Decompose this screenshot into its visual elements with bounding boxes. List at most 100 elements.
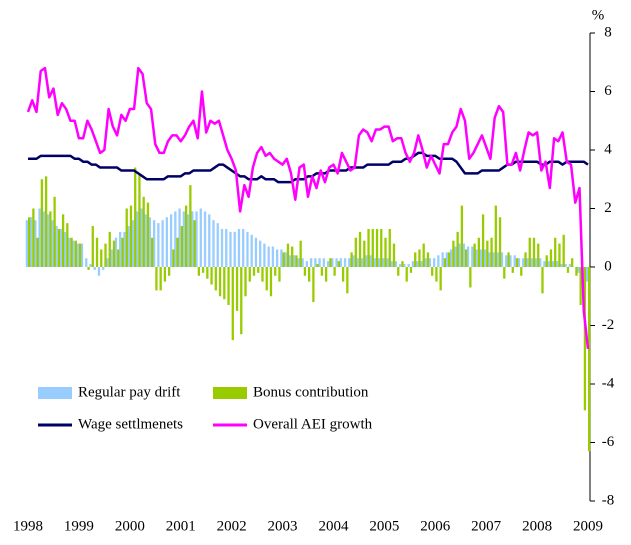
bar	[399, 264, 402, 267]
bar	[189, 185, 192, 267]
bar	[416, 261, 419, 267]
line	[28, 151, 589, 184]
bar	[397, 267, 400, 276]
bar	[547, 261, 550, 267]
bar	[229, 231, 232, 267]
bar	[341, 267, 345, 282]
bar	[218, 267, 222, 297]
bar	[121, 237, 124, 267]
legend-label: Regular pay drift	[78, 384, 181, 400]
bar	[32, 208, 35, 267]
bar	[471, 246, 474, 267]
bar	[541, 267, 544, 294]
bar	[382, 258, 385, 267]
bar	[486, 240, 489, 267]
bar	[414, 252, 417, 267]
bar	[246, 231, 249, 267]
bar	[488, 252, 491, 267]
bar	[350, 252, 353, 267]
bar	[316, 264, 319, 267]
bar	[252, 267, 256, 276]
bar	[507, 252, 510, 267]
bar	[152, 220, 156, 267]
bar	[53, 196, 56, 267]
bar	[469, 267, 472, 288]
bar	[108, 231, 111, 267]
y-tick-label: 8	[604, 24, 612, 40]
bar	[233, 231, 236, 267]
bar	[140, 208, 143, 267]
x-tick-label: 1999	[64, 518, 94, 534]
bar	[117, 249, 120, 267]
bar	[303, 267, 307, 276]
bar	[242, 228, 245, 267]
bar	[309, 258, 313, 267]
bar	[358, 231, 362, 267]
legend-label: Bonus contribution	[253, 384, 369, 400]
bar	[201, 267, 205, 273]
bar	[432, 258, 436, 267]
bar	[384, 237, 387, 267]
bar	[585, 267, 588, 282]
bar	[102, 267, 105, 270]
bar	[422, 243, 425, 267]
bar	[100, 249, 103, 267]
bar	[265, 267, 268, 291]
bar	[337, 261, 340, 267]
bar	[369, 255, 372, 267]
bar	[178, 208, 181, 267]
bar	[498, 217, 502, 267]
bar	[377, 258, 381, 267]
bar	[85, 258, 88, 267]
bar	[182, 211, 185, 267]
x-tick-label: 2004	[318, 518, 349, 534]
bar	[220, 228, 224, 267]
bar	[148, 217, 152, 267]
bar	[524, 252, 527, 267]
bar	[134, 167, 137, 267]
bar	[106, 258, 109, 267]
bar	[276, 249, 279, 267]
y-axis-label: %	[592, 7, 605, 23]
bar	[248, 267, 251, 282]
bar	[206, 267, 209, 279]
bar	[324, 267, 328, 282]
bar	[193, 220, 196, 267]
bar	[558, 243, 561, 267]
bar	[568, 264, 572, 267]
bar	[545, 255, 548, 267]
bar	[549, 249, 553, 267]
bar	[360, 258, 364, 267]
bar	[441, 252, 444, 267]
bar	[354, 237, 357, 267]
bar	[460, 205, 464, 267]
bar	[95, 237, 99, 267]
bar	[87, 267, 90, 270]
bar	[191, 211, 194, 267]
bar	[562, 234, 565, 267]
bar	[186, 214, 190, 267]
bar	[151, 237, 154, 267]
legend-label: Wage settlmenets	[78, 416, 183, 432]
bar	[199, 208, 202, 267]
bar	[526, 258, 529, 267]
y-tick-label: -6	[602, 434, 615, 450]
bar	[445, 252, 448, 267]
bar	[286, 243, 290, 267]
bar	[259, 240, 262, 267]
bar	[29, 217, 33, 267]
bar	[458, 243, 461, 267]
bar	[579, 267, 582, 306]
bar	[36, 237, 39, 267]
bar	[231, 267, 234, 341]
bar	[534, 258, 538, 267]
bar	[138, 173, 141, 267]
legend-label: Overall AEI growth	[253, 416, 373, 432]
bar	[119, 231, 122, 267]
y-tick-label: 4	[604, 141, 612, 157]
bar	[235, 267, 239, 311]
bar	[403, 264, 406, 267]
bar	[89, 264, 92, 267]
bar	[318, 258, 321, 267]
